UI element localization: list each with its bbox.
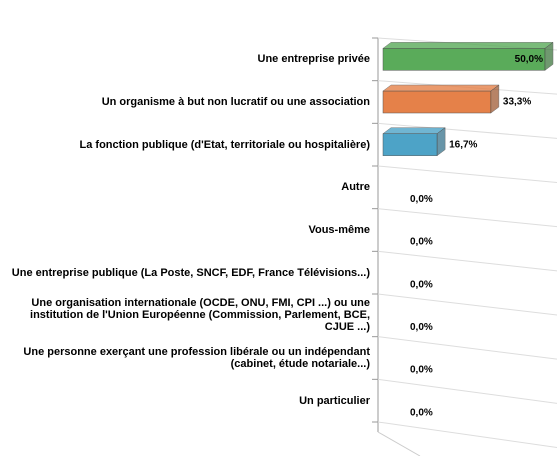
value-label: 0,0%: [410, 322, 433, 333]
value-label: 50,0%: [515, 54, 543, 65]
bar-top: [382, 42, 554, 49]
bar: [382, 90, 492, 114]
bar-top: [382, 127, 446, 134]
value-label: 16,7%: [449, 139, 477, 150]
floor-line: [377, 378, 557, 404]
value-label: 0,0%: [410, 194, 433, 205]
category-label: Une entreprise publique (La Poste, SNCF,…: [11, 266, 370, 279]
category-label: Vous-même: [308, 224, 370, 236]
category-label: Un organisme à but non lucratif ou une a…: [101, 96, 370, 108]
category-label: Un particulier: [299, 394, 370, 407]
category-label: Une entreprise privée: [257, 53, 371, 66]
floor-edge: [377, 431, 421, 456]
bar: [382, 133, 438, 156]
category-label: Une personne exerçant une profession lib…: [23, 346, 370, 370]
bar-side: [544, 41, 554, 71]
bar-top: [382, 84, 500, 92]
floor-line: [377, 336, 557, 360]
category-label: La fonction publique (d'Etat, territoria…: [79, 138, 370, 151]
bar-side: [436, 127, 446, 157]
value-label: 0,0%: [410, 365, 433, 376]
value-label: 0,0%: [410, 407, 433, 418]
floor-line: [377, 208, 557, 228]
bar-side: [490, 84, 500, 114]
category-label: Une organisation internationale (OCDE, O…: [30, 297, 370, 334]
floor-line: [377, 122, 557, 139]
floor-line: [377, 421, 557, 448]
floor-line: [377, 250, 557, 272]
value-label: 0,0%: [410, 237, 433, 248]
value-label: 33,3%: [503, 97, 531, 108]
floor-line: [377, 165, 557, 183]
floor-line: [377, 293, 557, 316]
value-label: 0,0%: [410, 279, 433, 290]
category-label: Autre: [341, 181, 370, 194]
